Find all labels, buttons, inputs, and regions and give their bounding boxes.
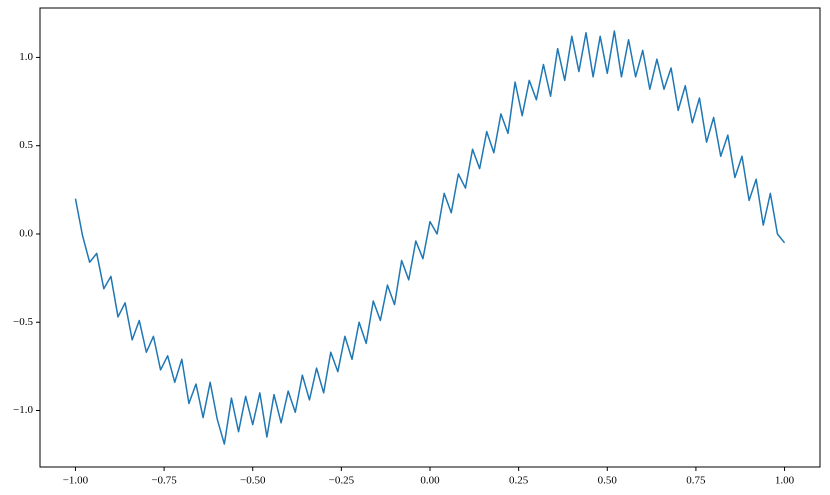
x-tick-label: 0.00 [420, 475, 440, 487]
y-tick-label: 0.5 [19, 139, 33, 151]
x-tick-label: −1.00 [63, 475, 89, 487]
y-tick-label: −0.5 [13, 316, 33, 328]
x-tick-label: 1.00 [775, 475, 795, 487]
x-tick-label: −0.25 [329, 475, 355, 487]
data-line [74, 30, 786, 445]
x-tick-label: 0.25 [509, 475, 529, 487]
x-tick-label: 0.75 [686, 475, 706, 487]
y-tick-label: 1.0 [19, 51, 33, 63]
y-tick-label: −1.0 [13, 404, 33, 416]
x-tick-label: −0.50 [240, 475, 266, 487]
y-tick-label: 0.0 [19, 228, 33, 240]
axes-frame [39, 7, 821, 468]
x-tick-label: 0.50 [598, 475, 618, 487]
x-tick-label: −0.75 [151, 475, 177, 487]
